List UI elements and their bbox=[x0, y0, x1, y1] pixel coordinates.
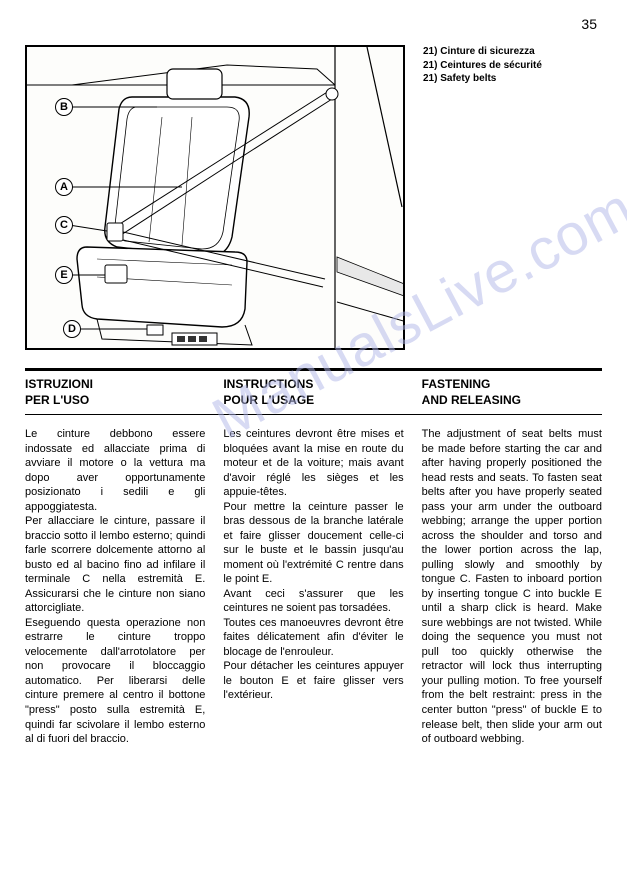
heading-it-1: ISTRUZIONI bbox=[25, 377, 93, 391]
section-headings: ISTRUZIONI PER L'USO INSTRUCTIONS POUR L… bbox=[25, 377, 602, 408]
heading-fr-2: POUR L'USAGE bbox=[223, 393, 314, 407]
figure-captions: 21) Cinture di sicurezza 21) Ceintures d… bbox=[423, 45, 602, 350]
heading-it: ISTRUZIONI PER L'USO bbox=[25, 377, 205, 408]
seatbelt-diagram-svg bbox=[27, 47, 405, 350]
body-col-fr: Les ceintures devront être mises et bloq… bbox=[223, 427, 403, 746]
heading-it-2: PER L'USO bbox=[25, 393, 89, 407]
body-columns: Le cinture debbono essere indossate ed a… bbox=[25, 427, 602, 746]
callout-a: A bbox=[55, 178, 73, 196]
callout-b: B bbox=[55, 98, 73, 116]
divider-top bbox=[25, 368, 602, 371]
body-col-it: Le cinture debbono essere indossate ed a… bbox=[25, 427, 205, 746]
callout-e: E bbox=[55, 266, 73, 284]
body-col-en: The adjustment of seat belts must be mad… bbox=[422, 427, 602, 746]
heading-en-1: FASTENING bbox=[422, 377, 491, 391]
caption-en: 21) Safety belts bbox=[423, 72, 602, 86]
divider-bottom bbox=[25, 414, 602, 415]
caption-fr: 21) Ceintures de sécurité bbox=[423, 59, 602, 73]
caption-it: 21) Cinture di sicurezza bbox=[423, 45, 602, 59]
heading-en-2: AND RELEASING bbox=[422, 393, 521, 407]
figure-illustration: B A C E D bbox=[25, 45, 405, 350]
callout-d: D bbox=[63, 320, 81, 338]
heading-fr: INSTRUCTIONS POUR L'USAGE bbox=[223, 377, 403, 408]
heading-en: FASTENING AND RELEASING bbox=[422, 377, 602, 408]
heading-fr-1: INSTRUCTIONS bbox=[223, 377, 313, 391]
top-section: B A C E D 21) Cinture di sicurezza 21) C… bbox=[25, 45, 602, 350]
callout-c: C bbox=[55, 216, 73, 234]
page-number: 35 bbox=[581, 16, 597, 32]
